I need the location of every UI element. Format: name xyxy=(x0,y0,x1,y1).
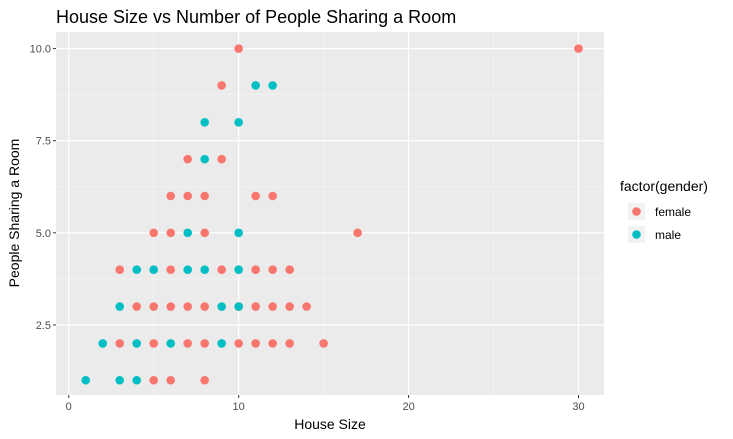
data-point-female xyxy=(166,228,175,238)
data-point-male xyxy=(132,375,142,385)
legend-dot-male xyxy=(632,230,641,239)
data-point-male xyxy=(149,265,159,275)
data-point-female xyxy=(166,191,175,201)
data-point-female xyxy=(353,228,362,238)
data-point-female xyxy=(183,339,192,348)
data-point-female xyxy=(251,191,260,201)
data-point-male xyxy=(81,375,91,385)
data-point-female xyxy=(166,375,175,385)
data-point-female xyxy=(132,302,142,311)
data-point-female xyxy=(319,339,328,348)
data-point-female xyxy=(234,44,243,53)
data-point-female xyxy=(149,375,159,385)
data-point-female xyxy=(149,228,159,238)
data-point-female xyxy=(302,302,311,311)
data-point-male xyxy=(115,302,125,311)
data-point-male xyxy=(115,375,125,385)
x-tick-label: 20 xyxy=(402,401,414,413)
data-point-female xyxy=(115,265,125,275)
data-point-female xyxy=(200,339,209,348)
data-point-female xyxy=(268,191,277,201)
data-point-female xyxy=(217,81,226,90)
x-tick-label: 30 xyxy=(572,401,584,413)
data-point-female xyxy=(200,302,209,311)
data-point-female xyxy=(183,302,192,311)
data-point-female xyxy=(285,265,294,275)
x-axis-ticks: 0 10 20 30 xyxy=(66,395,585,413)
data-points xyxy=(81,44,583,385)
data-point-female xyxy=(217,265,226,275)
y-tick-label: 7.5 xyxy=(36,136,51,148)
data-point-female xyxy=(217,154,226,164)
data-point-female xyxy=(268,302,277,311)
data-point-female xyxy=(234,339,243,348)
data-point-female xyxy=(166,265,175,275)
data-point-male xyxy=(217,339,226,348)
legend-items: female male xyxy=(628,203,691,243)
data-point-female xyxy=(200,228,209,238)
data-point-male xyxy=(132,265,142,275)
data-point-female xyxy=(200,191,209,201)
minor-gridlines xyxy=(56,32,604,395)
data-point-male xyxy=(183,265,192,275)
data-point-male xyxy=(183,228,192,238)
data-point-female xyxy=(251,302,260,311)
data-point-female xyxy=(285,302,294,311)
data-point-female xyxy=(183,154,192,164)
legend-label-male: male xyxy=(655,228,681,242)
y-tick-label: 2.5 xyxy=(36,320,51,332)
data-point-female xyxy=(251,339,260,348)
data-point-female xyxy=(115,339,125,348)
data-point-female xyxy=(268,339,277,348)
data-point-male xyxy=(268,81,277,90)
legend-title: factor(gender) xyxy=(620,178,708,194)
data-point-female xyxy=(183,191,192,201)
data-point-male xyxy=(200,117,209,127)
y-axis-ticks: 2.5 5.0 7.5 10.0 xyxy=(30,44,56,332)
major-gridlines xyxy=(56,32,604,395)
data-point-female xyxy=(166,302,175,311)
data-point-male xyxy=(234,302,243,311)
data-point-female xyxy=(285,339,294,348)
x-tick-label: 10 xyxy=(233,401,245,413)
y-tick-label: 5.0 xyxy=(36,228,51,240)
data-point-male xyxy=(98,339,108,348)
data-point-male xyxy=(251,81,260,90)
data-point-female xyxy=(149,339,159,348)
data-point-male xyxy=(200,265,209,275)
data-point-male xyxy=(234,265,243,275)
legend-dot-female xyxy=(632,207,641,216)
data-point-male xyxy=(234,228,243,238)
data-point-female xyxy=(200,375,209,385)
legend: factor(gender) female male xyxy=(620,178,708,243)
y-tick-label: 10.0 xyxy=(30,44,51,56)
legend-label-female: female xyxy=(655,205,691,219)
data-point-female xyxy=(251,265,260,275)
data-point-female xyxy=(574,44,583,53)
x-axis-title: House Size xyxy=(294,416,366,432)
data-point-female xyxy=(149,302,159,311)
data-point-male xyxy=(166,339,175,348)
data-point-male xyxy=(217,302,226,311)
data-point-female xyxy=(268,265,277,275)
chart-title: House Size vs Number of People Sharing a… xyxy=(56,7,456,27)
y-axis-title: People Sharing a Room xyxy=(6,139,22,288)
data-point-male xyxy=(200,154,209,164)
data-point-male xyxy=(132,339,142,348)
plot-panel xyxy=(56,32,604,395)
x-tick-label: 0 xyxy=(66,401,72,413)
data-point-male xyxy=(234,117,243,127)
